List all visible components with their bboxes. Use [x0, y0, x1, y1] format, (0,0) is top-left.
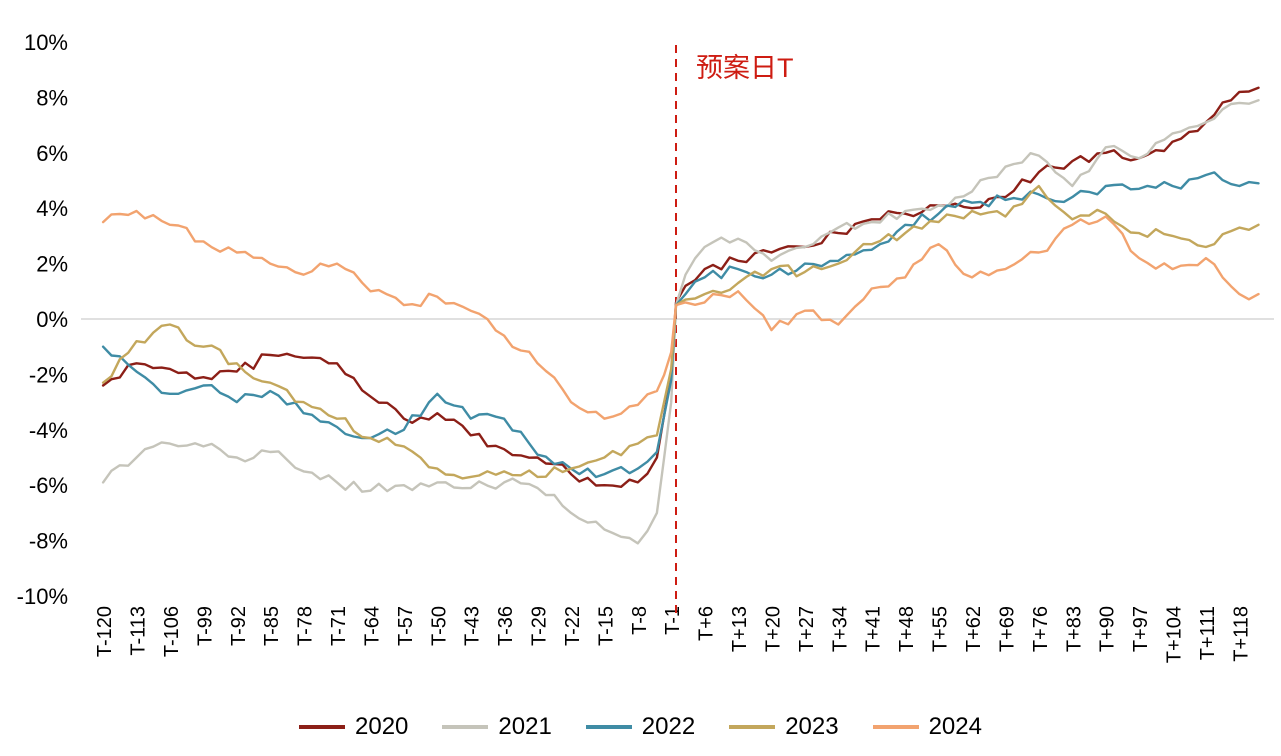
- legend-label-2024: 2024: [928, 713, 982, 740]
- x-axis-label: T+76: [1030, 606, 1052, 652]
- x-axis-label: T-36: [495, 606, 517, 646]
- legend-item-2020: 2020: [299, 715, 408, 739]
- x-axis-label: T+34: [829, 606, 851, 652]
- x-axis-label: T+48: [896, 606, 918, 652]
- x-axis-label: T-64: [361, 606, 383, 646]
- x-axis-label: T+6: [696, 606, 718, 641]
- x-axis-label: T-43: [462, 606, 484, 646]
- y-axis-label: 10%: [24, 30, 68, 55]
- legend-swatch-2021: [442, 725, 489, 729]
- y-axis-label: 0%: [36, 307, 68, 332]
- x-axis-label: T-78: [295, 606, 317, 646]
- x-axis-label: T-22: [562, 606, 584, 646]
- y-axis-label: 8%: [36, 85, 68, 110]
- x-axis-label: T+69: [996, 606, 1018, 652]
- x-axis-label: T-57: [395, 606, 417, 646]
- x-axis-label: T+27: [796, 606, 818, 652]
- x-axis-label: T-120: [94, 606, 116, 657]
- legend-swatch-2022: [585, 725, 632, 729]
- legend-item-2023: 2023: [729, 713, 839, 740]
- x-axis-label: T+97: [1130, 606, 1152, 652]
- legend-label-2020: 2020: [355, 713, 409, 740]
- x-axis-label: T+118: [1230, 606, 1252, 662]
- x-axis-label: T-15: [595, 606, 617, 646]
- legend-swatch-2020: [299, 725, 346, 729]
- x-axis-label: T-92: [228, 606, 250, 646]
- y-axis-label: -8%: [29, 529, 68, 554]
- legend-label-2022: 2022: [641, 713, 696, 740]
- legend-item-2024: 2024: [872, 713, 982, 740]
- legend-swatch-2024: [872, 725, 919, 729]
- legend-swatch-2023: [729, 725, 776, 729]
- y-axis-label: 4%: [36, 196, 68, 221]
- x-axis-label: T-106: [161, 606, 183, 657]
- x-axis-label: T+111: [1197, 606, 1219, 660]
- x-axis-label: T-71: [328, 606, 350, 646]
- legend-item-2022: 2022: [585, 713, 696, 740]
- series-line-2021: [101, 99, 1260, 545]
- x-axis-label: T+20: [762, 606, 784, 652]
- x-axis-label: T-29: [529, 606, 551, 646]
- x-axis-label: T-8: [629, 606, 651, 635]
- y-axis-label: -2%: [29, 362, 68, 387]
- chart-legend: 2020 2021 2022 2023 2024: [0, 705, 1281, 749]
- x-axis-label: T-85: [261, 606, 283, 646]
- y-axis-label: 6%: [36, 141, 68, 166]
- x-axis-label: T+83: [1063, 606, 1085, 652]
- x-axis-label: T+55: [930, 606, 952, 652]
- legend-item-2021: 2021: [442, 713, 552, 740]
- legend-label-2021: 2021: [498, 713, 552, 740]
- series-line-2023: [101, 184, 1260, 480]
- event-day-label: 预案日T: [696, 53, 794, 83]
- legend-label-2023: 2023: [785, 713, 839, 740]
- chart-canvas: 10% 8% 6% 4% 2% 0% -2% -4% -6% -8% -10% T-120 T-113 T…: [17, 30, 1274, 663]
- y-axis-label: -6%: [29, 473, 68, 498]
- x-axis-label: T+13: [729, 606, 751, 652]
- x-axis-label: T-1: [662, 606, 684, 635]
- y-axis-label: 2%: [36, 252, 68, 277]
- x-axis-label: T+62: [963, 606, 985, 652]
- x-axis-label: T+90: [1097, 606, 1119, 652]
- x-axis-label: T-50: [428, 606, 450, 646]
- y-axis-label: -10%: [17, 584, 68, 609]
- series-line-2024: [101, 209, 1260, 420]
- x-axis-label: T-99: [194, 606, 216, 646]
- x-axis-label: T+104: [1164, 606, 1186, 663]
- x-axis-label: T-113: [128, 606, 150, 656]
- x-axis-label: T+41: [863, 606, 885, 652]
- y-axis-label: -4%: [29, 418, 68, 443]
- series-line-2022: [101, 171, 1260, 479]
